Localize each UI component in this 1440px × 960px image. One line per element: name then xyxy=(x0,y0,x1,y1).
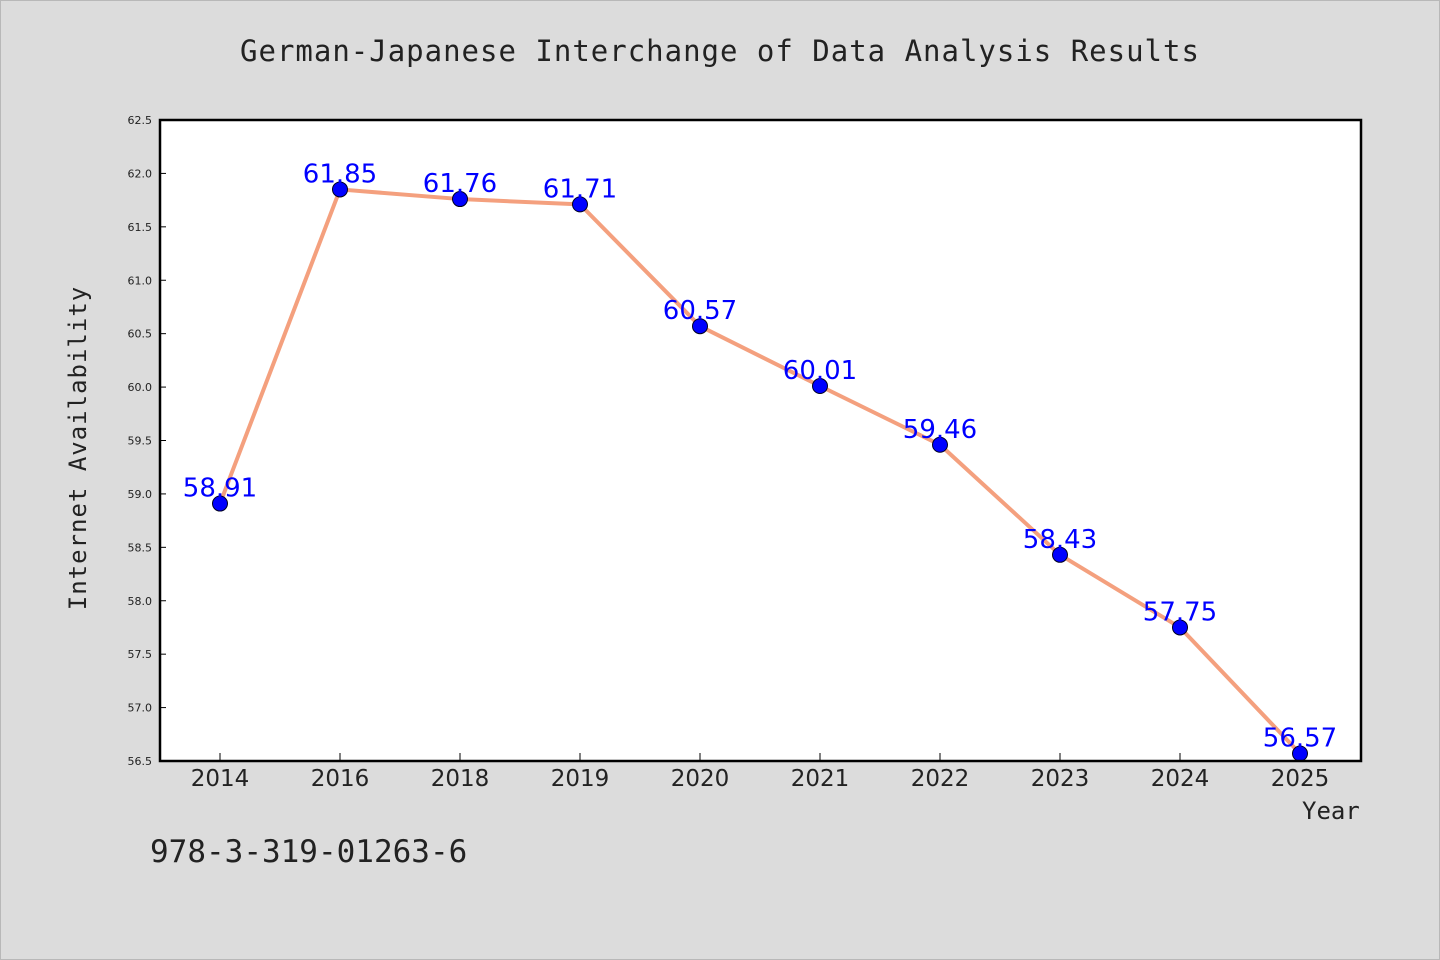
x-axis-title: Year xyxy=(1302,797,1360,825)
x-tick-label: 2019 xyxy=(551,766,610,792)
data-point xyxy=(932,436,948,453)
x-tick-label: 2021 xyxy=(791,766,850,792)
y-tick-label: 62.0 xyxy=(128,167,153,180)
x-tick-label: 2020 xyxy=(671,766,730,792)
data-label: 57.75 xyxy=(1143,597,1217,627)
plot-area xyxy=(160,120,1361,761)
x-tick-label: 2018 xyxy=(431,766,490,792)
data-label: 61.76 xyxy=(423,169,497,199)
series-line xyxy=(218,187,1302,756)
y-tick-label: 62.5 xyxy=(128,114,153,127)
x-tick-label: 2016 xyxy=(311,766,370,792)
y-tick-label: 60.5 xyxy=(128,328,153,341)
y-tick-label: 59.5 xyxy=(128,435,153,448)
data-label: 60.57 xyxy=(663,296,737,326)
data-label: 59.46 xyxy=(903,415,977,445)
data-point xyxy=(452,191,468,208)
y-tick-label: 60.0 xyxy=(128,381,153,394)
x-tick-label: 2014 xyxy=(191,766,250,792)
y-tick-label: 61.0 xyxy=(128,274,153,287)
data-point xyxy=(692,318,708,335)
data-point xyxy=(1172,619,1188,636)
y-tick-label: 58.0 xyxy=(128,595,153,608)
data-label: 61.71 xyxy=(543,174,617,204)
data-label: 60.01 xyxy=(783,356,857,386)
y-tick-label: 61.5 xyxy=(128,221,153,234)
data-label: 58.43 xyxy=(1023,525,1097,555)
x-tick-label: 2023 xyxy=(1031,766,1090,792)
y-tick-label: 59.0 xyxy=(128,488,153,501)
plot-border xyxy=(158,118,1363,763)
y-tick-label: 57.5 xyxy=(128,648,153,661)
y-tick-label: 57.0 xyxy=(128,702,153,715)
data-point xyxy=(212,495,228,512)
x-tick-label: 2024 xyxy=(1151,766,1210,792)
data-label: 56.57 xyxy=(1263,724,1337,754)
x-tick-label: 2022 xyxy=(911,766,970,792)
x-tick-label: 2025 xyxy=(1271,766,1330,792)
footer-code: 978-3-319-01263-6 xyxy=(150,834,468,870)
data-point xyxy=(572,196,588,213)
data-label: 58.91 xyxy=(183,474,257,504)
chart-title: German-Japanese Interchange of Data Anal… xyxy=(240,34,1200,68)
y-tick-label: 58.5 xyxy=(128,541,153,554)
data-label: 61.85 xyxy=(303,159,377,189)
data-point xyxy=(332,181,348,198)
data-point xyxy=(1052,546,1068,563)
data-point xyxy=(812,378,828,395)
y-tick-label: 56.5 xyxy=(128,755,153,768)
